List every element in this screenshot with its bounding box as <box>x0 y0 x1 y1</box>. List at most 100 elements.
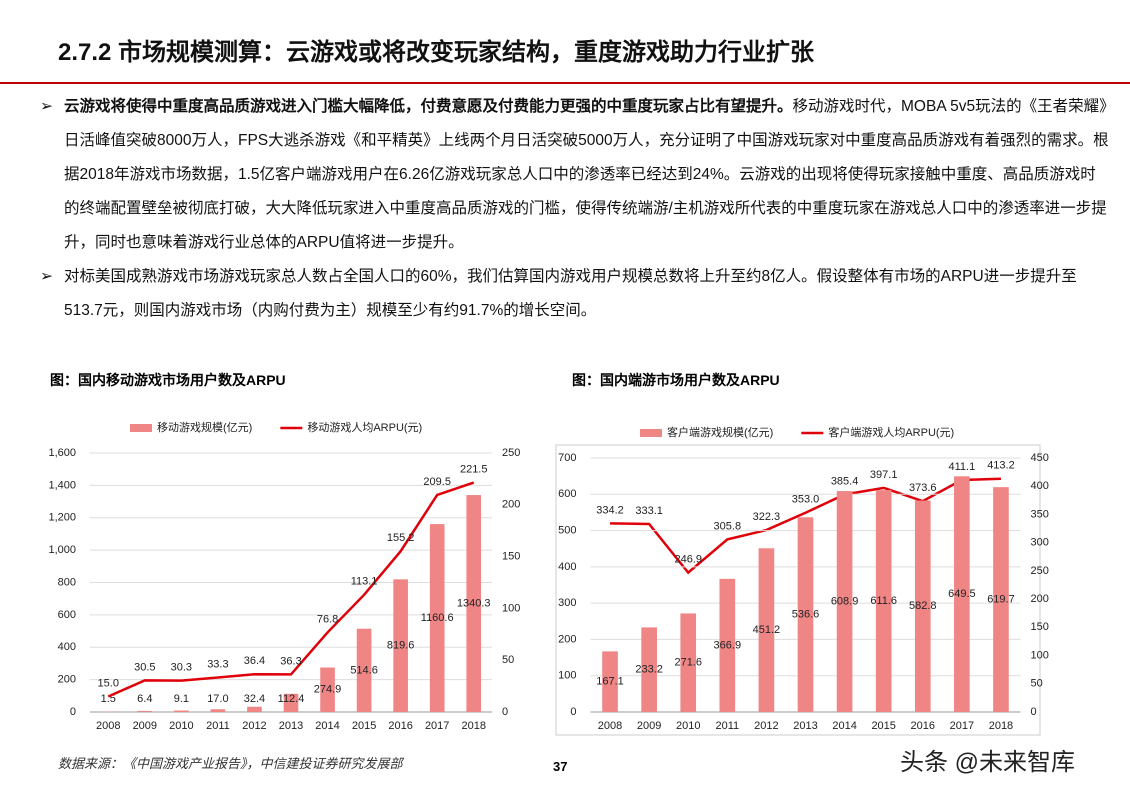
x-tick-label: 2015 <box>871 720 895 732</box>
x-tick-label: 2009 <box>637 720 661 732</box>
x-tick-label: 2011 <box>206 720 230 732</box>
y-tick-label: 0 <box>570 706 576 718</box>
bar <box>719 578 736 712</box>
bar-value-label: 366.9 <box>714 639 742 651</box>
y-tick-label: 0 <box>70 706 76 718</box>
y2-tick-label: 350 <box>1031 508 1049 520</box>
line-value-label: 36.4 <box>244 655 265 667</box>
legend-label: 移动游戏人均ARPU(元) <box>307 421 422 434</box>
bullet-text: 移动游戏时代，MOBA 5v5玩法的《王者荣耀》日活峰值突破8000万人，FPS… <box>64 98 1109 251</box>
bar <box>320 667 335 712</box>
bar-value-label: 233.2 <box>635 664 663 676</box>
bar <box>393 579 408 712</box>
bar <box>602 651 618 712</box>
bar-value-label: 514.6 <box>350 664 378 676</box>
line-value-label: 33.3 <box>207 658 228 670</box>
line-value-label: 36.3 <box>280 655 301 667</box>
bar-value-label: 611.6 <box>870 595 897 607</box>
line-value-label: 76.8 <box>317 613 338 625</box>
y-tick-label: 1,600 <box>48 447 76 459</box>
bullet-bold: 云游戏将使得中重度高品质游戏进入门槛大幅降低，付费意愿及付费能力更强的中重度玩家… <box>64 98 793 115</box>
line-value-label: 209.5 <box>423 476 451 488</box>
bar <box>174 710 189 712</box>
y2-tick-label: 50 <box>1031 678 1043 690</box>
x-tick-label: 2017 <box>425 720 449 732</box>
y-tick-label: 1,000 <box>48 544 76 556</box>
x-tick-label: 2018 <box>989 720 1013 732</box>
y2-tick-label: 250 <box>502 447 520 459</box>
line-value-label: 397.1 <box>870 469 898 481</box>
bar <box>466 495 482 712</box>
line-value-label: 411.1 <box>949 461 976 473</box>
x-tick-label: 2012 <box>754 720 778 732</box>
bar <box>758 548 775 712</box>
y-tick-label: 1,200 <box>48 512 76 524</box>
bullet: 对标美国成熟游戏市场游戏玩家总人数占全国人口的60%，我们估算国内游戏用户规模总… <box>40 260 1110 328</box>
bar <box>954 476 970 712</box>
line-value-label: 246.9 <box>674 554 702 566</box>
line-value-label: 221.5 <box>460 463 488 475</box>
x-tick-label: 2014 <box>315 720 339 732</box>
y-tick-label: 500 <box>558 524 576 536</box>
y2-tick-label: 300 <box>1031 537 1049 549</box>
y2-tick-label: 150 <box>502 551 520 563</box>
bar-value-label: 112.4 <box>278 693 305 705</box>
y2-tick-label: 50 <box>502 654 514 666</box>
y2-tick-label: 200 <box>502 499 520 511</box>
bar-value-label: 451.2 <box>753 624 781 636</box>
page-number: 37 <box>553 759 568 774</box>
y-tick-label: 400 <box>558 561 576 573</box>
bar-value-label: 17.0 <box>207 693 228 705</box>
line-value-label: 305.8 <box>714 520 742 532</box>
y2-tick-label: 200 <box>1031 593 1049 605</box>
y-tick-label: 800 <box>58 576 76 588</box>
x-tick-label: 2014 <box>832 720 856 732</box>
line-value-label: 155.2 <box>387 532 415 544</box>
bar-value-label: 6.4 <box>137 693 152 705</box>
bar <box>137 710 153 712</box>
bar-value-label: 649.5 <box>948 588 976 600</box>
line <box>107 481 475 698</box>
chart-title: 图：国内移动游戏市场用户数及ARPU <box>50 372 286 388</box>
x-tick-label: 2010 <box>676 720 700 732</box>
watermark: 头条 @未来智库 <box>900 749 1076 776</box>
y-tick-label: 1,400 <box>48 479 76 491</box>
bar <box>914 500 931 712</box>
y-tick-label: 400 <box>58 641 76 653</box>
y-tick-label: 200 <box>558 633 576 645</box>
x-tick-label: 2013 <box>279 720 303 732</box>
legend-label: 移动游戏规模(亿元) <box>157 420 252 434</box>
bar-value-label: 608.9 <box>831 595 859 607</box>
legend-swatch <box>640 429 662 437</box>
legend-label: 客户端游戏人均ARPU(元) <box>828 425 954 439</box>
legend-swatch <box>130 424 152 432</box>
bar-value-label: 271.6 <box>674 657 702 669</box>
x-tick-label: 2016 <box>911 720 935 732</box>
x-tick-label: 2018 <box>461 720 485 732</box>
bar <box>247 706 262 712</box>
y-tick-label: 200 <box>58 674 76 686</box>
y2-tick-label: 0 <box>502 706 508 718</box>
x-tick-label: 2017 <box>950 720 974 732</box>
y2-tick-label: 100 <box>502 602 520 614</box>
x-tick-label: 2013 <box>793 720 817 732</box>
chart-border <box>555 444 1041 736</box>
source: 数据来源：《中国游戏产业报告》，中信建投证券研究发展部 <box>58 756 403 771</box>
bullet-text: 对标美国成熟游戏市场游戏玩家总人数占全国人口的60%，我们估算国内游戏用户规模总… <box>64 268 1077 319</box>
x-tick-label: 2012 <box>242 720 266 732</box>
y2-tick-label: 100 <box>1031 649 1049 661</box>
bar <box>836 491 853 712</box>
bar-value-label: 274.9 <box>314 684 342 696</box>
line-value-label: 113.1 <box>351 576 378 588</box>
bar <box>875 490 892 712</box>
bar <box>641 627 657 712</box>
bar <box>283 693 299 712</box>
bar-value-label: 619.7 <box>987 593 1015 605</box>
y2-tick-label: 400 <box>1031 480 1049 492</box>
line-value-label: 333.1 <box>635 505 663 517</box>
title-rule <box>0 82 1130 84</box>
line-value-label: 15.0 <box>98 677 119 689</box>
y2-tick-label: 250 <box>1031 565 1049 577</box>
line-value-label: 385.4 <box>831 475 859 487</box>
